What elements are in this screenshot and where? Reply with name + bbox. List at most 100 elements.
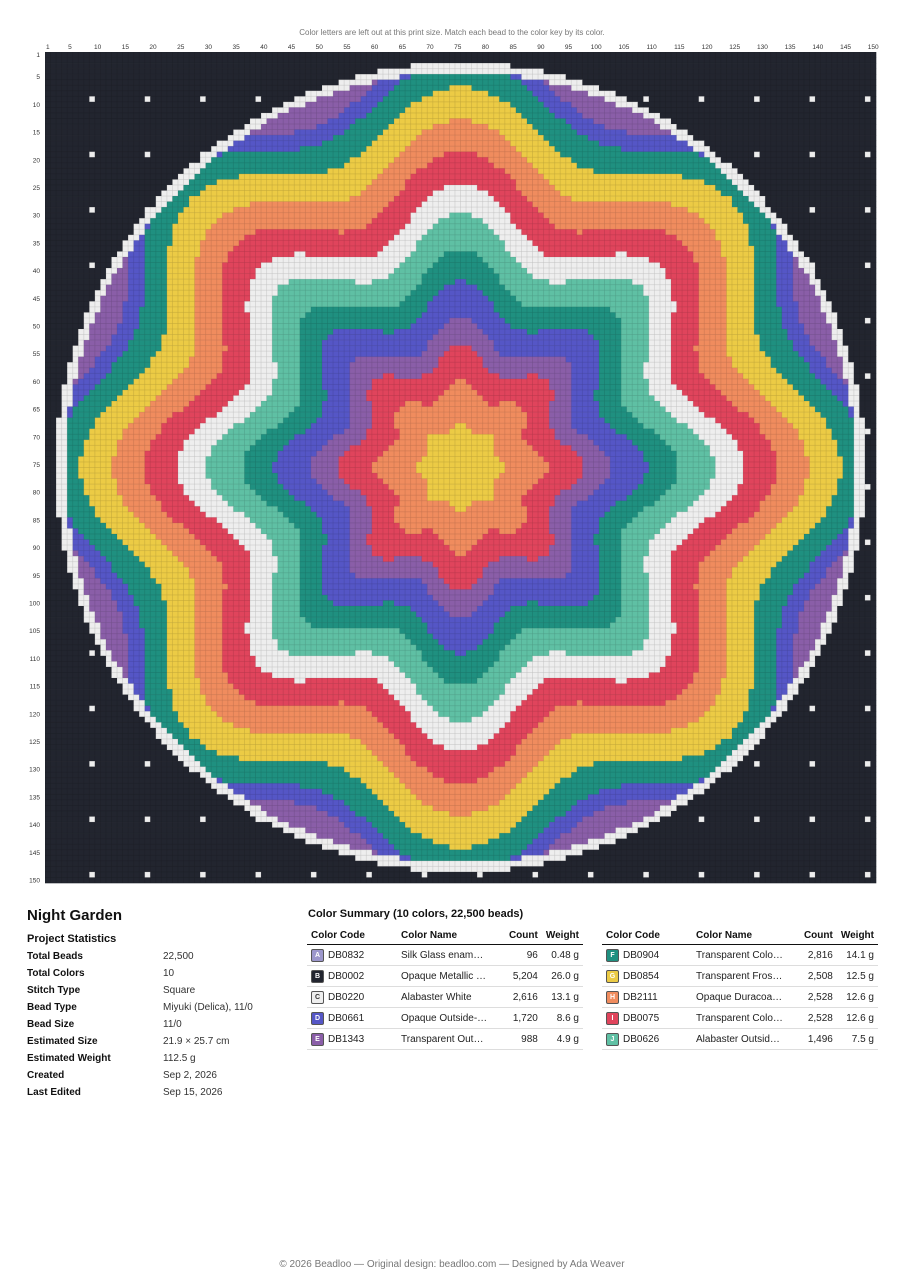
count: 1,496 bbox=[799, 1028, 837, 1050]
color-name: Opaque Duracoa… bbox=[692, 986, 800, 1008]
notice: Color letters are left out at this print… bbox=[299, 28, 605, 37]
row-label: 80 bbox=[33, 490, 41, 497]
count: 96 bbox=[504, 944, 542, 966]
column-label: 10 bbox=[94, 44, 102, 51]
stat-label: Bead Type bbox=[27, 1002, 77, 1013]
column-header: Color Code bbox=[307, 926, 397, 945]
column-label: 110 bbox=[646, 44, 657, 51]
weight: 12.6 g bbox=[836, 986, 878, 1008]
column-header: Color Code bbox=[602, 926, 692, 945]
row-label: 15 bbox=[33, 130, 41, 137]
color-row: D DB0661 Opaque Outside-… 1,720 8.6 g bbox=[307, 1007, 583, 1029]
column-header: Weight bbox=[541, 926, 583, 945]
column-header: Color Name bbox=[692, 926, 800, 945]
code-cell: B DB0002 bbox=[307, 965, 397, 987]
stat-label: Last Edited bbox=[27, 1087, 81, 1098]
code-cell: J DB0626 bbox=[602, 1028, 692, 1050]
column-label: 30 bbox=[205, 44, 213, 51]
color-name: Alabaster Outsid… bbox=[692, 1028, 800, 1050]
column-label: 150 bbox=[868, 44, 879, 51]
column-label: 80 bbox=[482, 44, 490, 51]
column-label: 1 bbox=[46, 44, 50, 51]
color-table: Color Code Color Name Count Weight A DB0832 Si… bbox=[307, 926, 583, 1050]
code-cell: H DB2111 bbox=[602, 986, 692, 1008]
color-badge: B bbox=[311, 969, 324, 983]
code-cell: G DB0854 bbox=[602, 965, 692, 987]
row-label: 30 bbox=[33, 213, 41, 220]
color-row: C DB0220 Alabaster White 2,616 13.1 g bbox=[307, 986, 583, 1008]
color-badge: J bbox=[606, 1032, 619, 1046]
stat-value: Sep 15, 2026 bbox=[163, 1087, 223, 1098]
column-label: 25 bbox=[177, 44, 185, 51]
color-name: Transparent Colo… bbox=[692, 944, 800, 966]
color-code: DB0220 bbox=[328, 991, 365, 1003]
weight: 14.1 g bbox=[836, 944, 878, 966]
weight: 12.6 g bbox=[836, 1007, 878, 1029]
column-label: 60 bbox=[371, 44, 379, 51]
grid-lines bbox=[45, 52, 876, 883]
column-label: 115 bbox=[674, 44, 685, 51]
row-label: 50 bbox=[33, 324, 41, 331]
weight: 7.5 g bbox=[836, 1028, 878, 1050]
color-code: DB1343 bbox=[328, 1033, 365, 1045]
row-label: 105 bbox=[29, 628, 40, 635]
color-name: Transparent Colo… bbox=[692, 1007, 800, 1029]
footer: © 2026 Beadloo — Original design: beadlo… bbox=[279, 1259, 625, 1270]
row-label: 35 bbox=[33, 240, 41, 247]
stat-label: Total Colors bbox=[27, 968, 85, 979]
row-label: 40 bbox=[33, 268, 41, 275]
color-code: DB0904 bbox=[623, 949, 660, 961]
color-code: DB0661 bbox=[328, 1012, 365, 1024]
stat-value: Miyuki (Delica), 11/0 bbox=[163, 1002, 253, 1013]
column-header: Weight bbox=[836, 926, 878, 945]
count: 1,720 bbox=[504, 1007, 542, 1029]
column-header: Color Name bbox=[397, 926, 505, 945]
color-code: DB0832 bbox=[328, 949, 365, 961]
color-badge: A bbox=[311, 948, 324, 962]
stat-value: 10 bbox=[163, 968, 175, 979]
stat-value: 22,500 bbox=[163, 951, 194, 962]
color-name: Transparent Out… bbox=[397, 1028, 505, 1050]
weight: 12.5 g bbox=[836, 965, 878, 987]
stat-label: Total Beads bbox=[27, 951, 83, 962]
color-row: F DB0904 Transparent Colo… 2,816 14.1 g bbox=[602, 944, 878, 966]
color-badge: C bbox=[311, 990, 324, 1004]
title: Night Garden bbox=[27, 907, 123, 924]
color-code: DB0002 bbox=[328, 970, 365, 982]
column-label: 50 bbox=[316, 44, 324, 51]
row-label: 140 bbox=[29, 822, 40, 829]
stats-heading: Project Statistics bbox=[27, 933, 117, 945]
color-code: DB0854 bbox=[623, 970, 660, 982]
row-label: 90 bbox=[33, 545, 41, 552]
stat-label: Bead Size bbox=[27, 1019, 75, 1030]
column-label: 35 bbox=[233, 44, 241, 51]
row-label: 25 bbox=[33, 185, 41, 192]
color-table: Color Code Color Name Count Weight F DB0904 Tr… bbox=[602, 926, 878, 1050]
count: 988 bbox=[504, 1028, 542, 1050]
stat-label: Stitch Type bbox=[27, 985, 81, 996]
row-label: 145 bbox=[29, 850, 40, 857]
row-label: 45 bbox=[33, 296, 41, 303]
stat-value: Square bbox=[163, 985, 196, 996]
column-label: 15 bbox=[122, 44, 130, 51]
column-label: 120 bbox=[702, 44, 713, 51]
color-row: B DB0002 Opaque Metallic … 5,204 26.0 g bbox=[307, 965, 583, 987]
weight: 4.9 g bbox=[541, 1028, 583, 1050]
weight: 13.1 g bbox=[541, 986, 583, 1008]
row-label: 75 bbox=[33, 462, 41, 469]
stat-label: Estimated Weight bbox=[27, 1053, 111, 1064]
color-badge: G bbox=[606, 969, 619, 983]
color-row: E DB1343 Transparent Out… 988 4.9 g bbox=[307, 1028, 583, 1050]
color-name: Opaque Metallic … bbox=[397, 965, 505, 987]
weight: 0.48 g bbox=[541, 944, 583, 966]
column-label: 90 bbox=[537, 44, 545, 51]
row-label: 130 bbox=[29, 767, 40, 774]
column-label: 135 bbox=[785, 44, 796, 51]
stat-label: Estimated Size bbox=[27, 1036, 98, 1047]
count: 2,508 bbox=[799, 965, 837, 987]
color-row: I DB0075 Transparent Colo… 2,528 12.6 g bbox=[602, 1007, 878, 1029]
row-label: 125 bbox=[29, 739, 40, 746]
row-label: 20 bbox=[33, 157, 41, 164]
color-code: DB0626 bbox=[623, 1033, 660, 1045]
